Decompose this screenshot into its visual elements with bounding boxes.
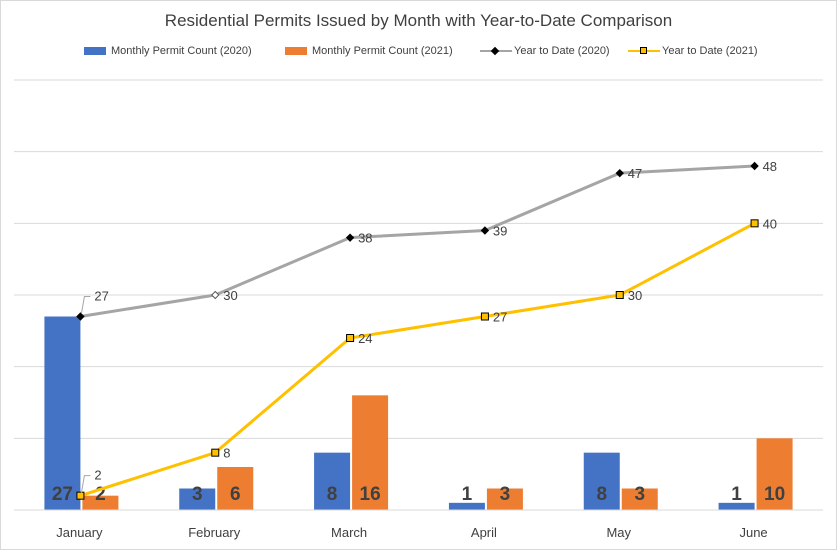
- bar: [718, 502, 755, 510]
- x-tick-label: February: [188, 525, 241, 540]
- legend: Monthly Permit Count (2020) Monthly Perm…: [0, 45, 837, 61]
- bar-value-label: 2: [95, 484, 106, 505]
- bar-value-label: 3: [192, 484, 203, 505]
- x-tick-label: January: [56, 525, 103, 540]
- point-marker: [480, 312, 489, 321]
- point-value-label: 27: [94, 289, 108, 304]
- series-line: [80, 164, 755, 318]
- point-value-label: 27: [493, 310, 507, 325]
- bar-value-label: 3: [634, 484, 645, 505]
- point-marker: [76, 312, 85, 321]
- x-tick-label: April: [471, 525, 497, 540]
- point-value-label: 48: [763, 159, 777, 174]
- bar: [621, 488, 658, 510]
- bar: [583, 452, 620, 510]
- bar: [756, 438, 793, 510]
- bar: [44, 316, 81, 510]
- point-value-label: 30: [223, 288, 237, 303]
- point-value-label: 2: [94, 468, 101, 483]
- point-marker: [750, 219, 759, 228]
- point-marker: [76, 491, 85, 500]
- point-marker: [211, 448, 220, 457]
- leader-line: [80, 296, 91, 314]
- legend-item-2020-ytd[interactable]: Year to Date (2020): [480, 45, 610, 57]
- chart-title: Residential Permits Issued by Month with…: [164, 11, 673, 30]
- bar: [217, 467, 254, 510]
- point-value-label: 8: [223, 446, 230, 461]
- point-value-label: 40: [763, 216, 777, 231]
- point-value-label: 47: [628, 166, 642, 181]
- bar-value-label: 6: [230, 484, 241, 505]
- point-marker: [346, 334, 355, 342]
- legend-swatch-2020-ytd: [480, 46, 512, 56]
- point-marker: [345, 233, 355, 242]
- bar: [82, 495, 119, 510]
- legend-label-2020-ytd: Year to Date (2020): [514, 45, 610, 57]
- legend-label-2021-monthly: Monthly Permit Count (2021): [312, 45, 453, 57]
- bar-value-label: 16: [360, 484, 381, 505]
- point-value-label: 30: [628, 288, 642, 303]
- bar: [352, 395, 389, 510]
- bar: [179, 488, 216, 510]
- legend-swatch-2020-monthly: [84, 47, 106, 55]
- legend-swatch-2021-ytd: [628, 46, 660, 56]
- series-line: [79, 222, 756, 498]
- point-marker: [211, 290, 220, 300]
- legend-item-2021-monthly[interactable]: Monthly Permit Count (2021): [285, 45, 453, 57]
- legend-item-2020-monthly[interactable]: Monthly Permit Count (2020): [84, 45, 252, 57]
- bar-value-label: 1: [462, 484, 473, 505]
- bar-value-label: 3: [500, 484, 511, 505]
- x-tick-label: May: [606, 525, 631, 540]
- bar-value-label: 8: [327, 484, 338, 505]
- point-value-label: 38: [358, 231, 372, 246]
- legend-label-2021-ytd: Year to Date (2021): [662, 45, 758, 57]
- bar-value-label: 27: [52, 484, 73, 505]
- bar: [314, 452, 351, 510]
- bar-value-label: 10: [764, 484, 785, 505]
- legend-label-2020-monthly: Monthly Permit Count (2020): [111, 45, 252, 57]
- point-value-label: 24: [358, 331, 372, 346]
- legend-item-2021-ytd[interactable]: Year to Date (2021): [628, 45, 758, 57]
- point-marker: [480, 226, 490, 235]
- point-marker: [615, 168, 624, 178]
- x-tick-label: March: [331, 525, 367, 540]
- leader-line: [80, 475, 91, 493]
- x-tick-label: June: [739, 525, 767, 540]
- bar: [486, 488, 523, 510]
- point-value-label: 39: [493, 224, 507, 239]
- bar-value-label: 8: [596, 484, 607, 505]
- point-marker: [615, 291, 624, 299]
- point-marker: [750, 161, 759, 171]
- bar: [448, 502, 485, 510]
- bar-value-label: 1: [731, 484, 742, 505]
- legend-swatch-2021-monthly: [285, 47, 307, 55]
